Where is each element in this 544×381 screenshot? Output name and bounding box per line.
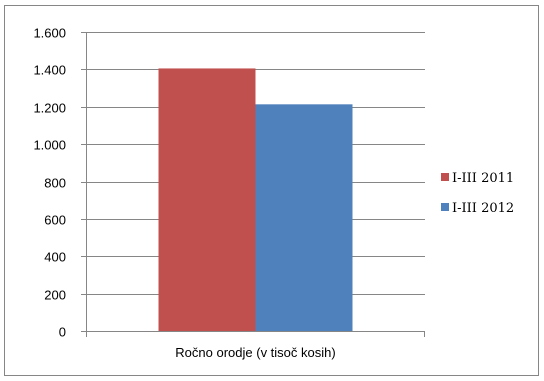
y-tick-label: 1.400 [33,63,66,78]
y-tick-label: 1.200 [33,101,66,116]
y-tick-label: 0 [59,325,66,340]
bars [158,68,353,332]
bar [255,104,353,332]
y-tick-label: 800 [44,176,66,191]
legend-swatch [441,173,449,181]
legend-swatch [441,203,449,211]
y-tick-label: 1.000 [33,138,66,153]
axes [81,32,425,337]
x-axis-category-label: Ročno orodje (v tisoč kosih) [175,345,335,360]
legend-label: I-III 2012 [452,201,514,216]
legend-label: I-III 2011 [452,171,514,186]
bar [158,68,256,332]
y-tick-label: 600 [44,213,66,228]
y-tick-label: 200 [44,288,66,303]
y-tick-label: 1.600 [33,26,66,41]
y-tick-label: 400 [44,250,66,265]
y-axis-tick-labels: 0 200 400 600 800 1.000 1.200 1.400 1.600 [33,26,66,340]
legend: I-III 2011 I-III 2012 [441,171,514,216]
chart-area: 0 200 400 600 800 1.000 1.200 1.400 1.600 Ročno … [4,5,539,376]
bar-chart: 0 200 400 600 800 1.000 1.200 1.400 1.600 Ročno … [33,26,514,361]
